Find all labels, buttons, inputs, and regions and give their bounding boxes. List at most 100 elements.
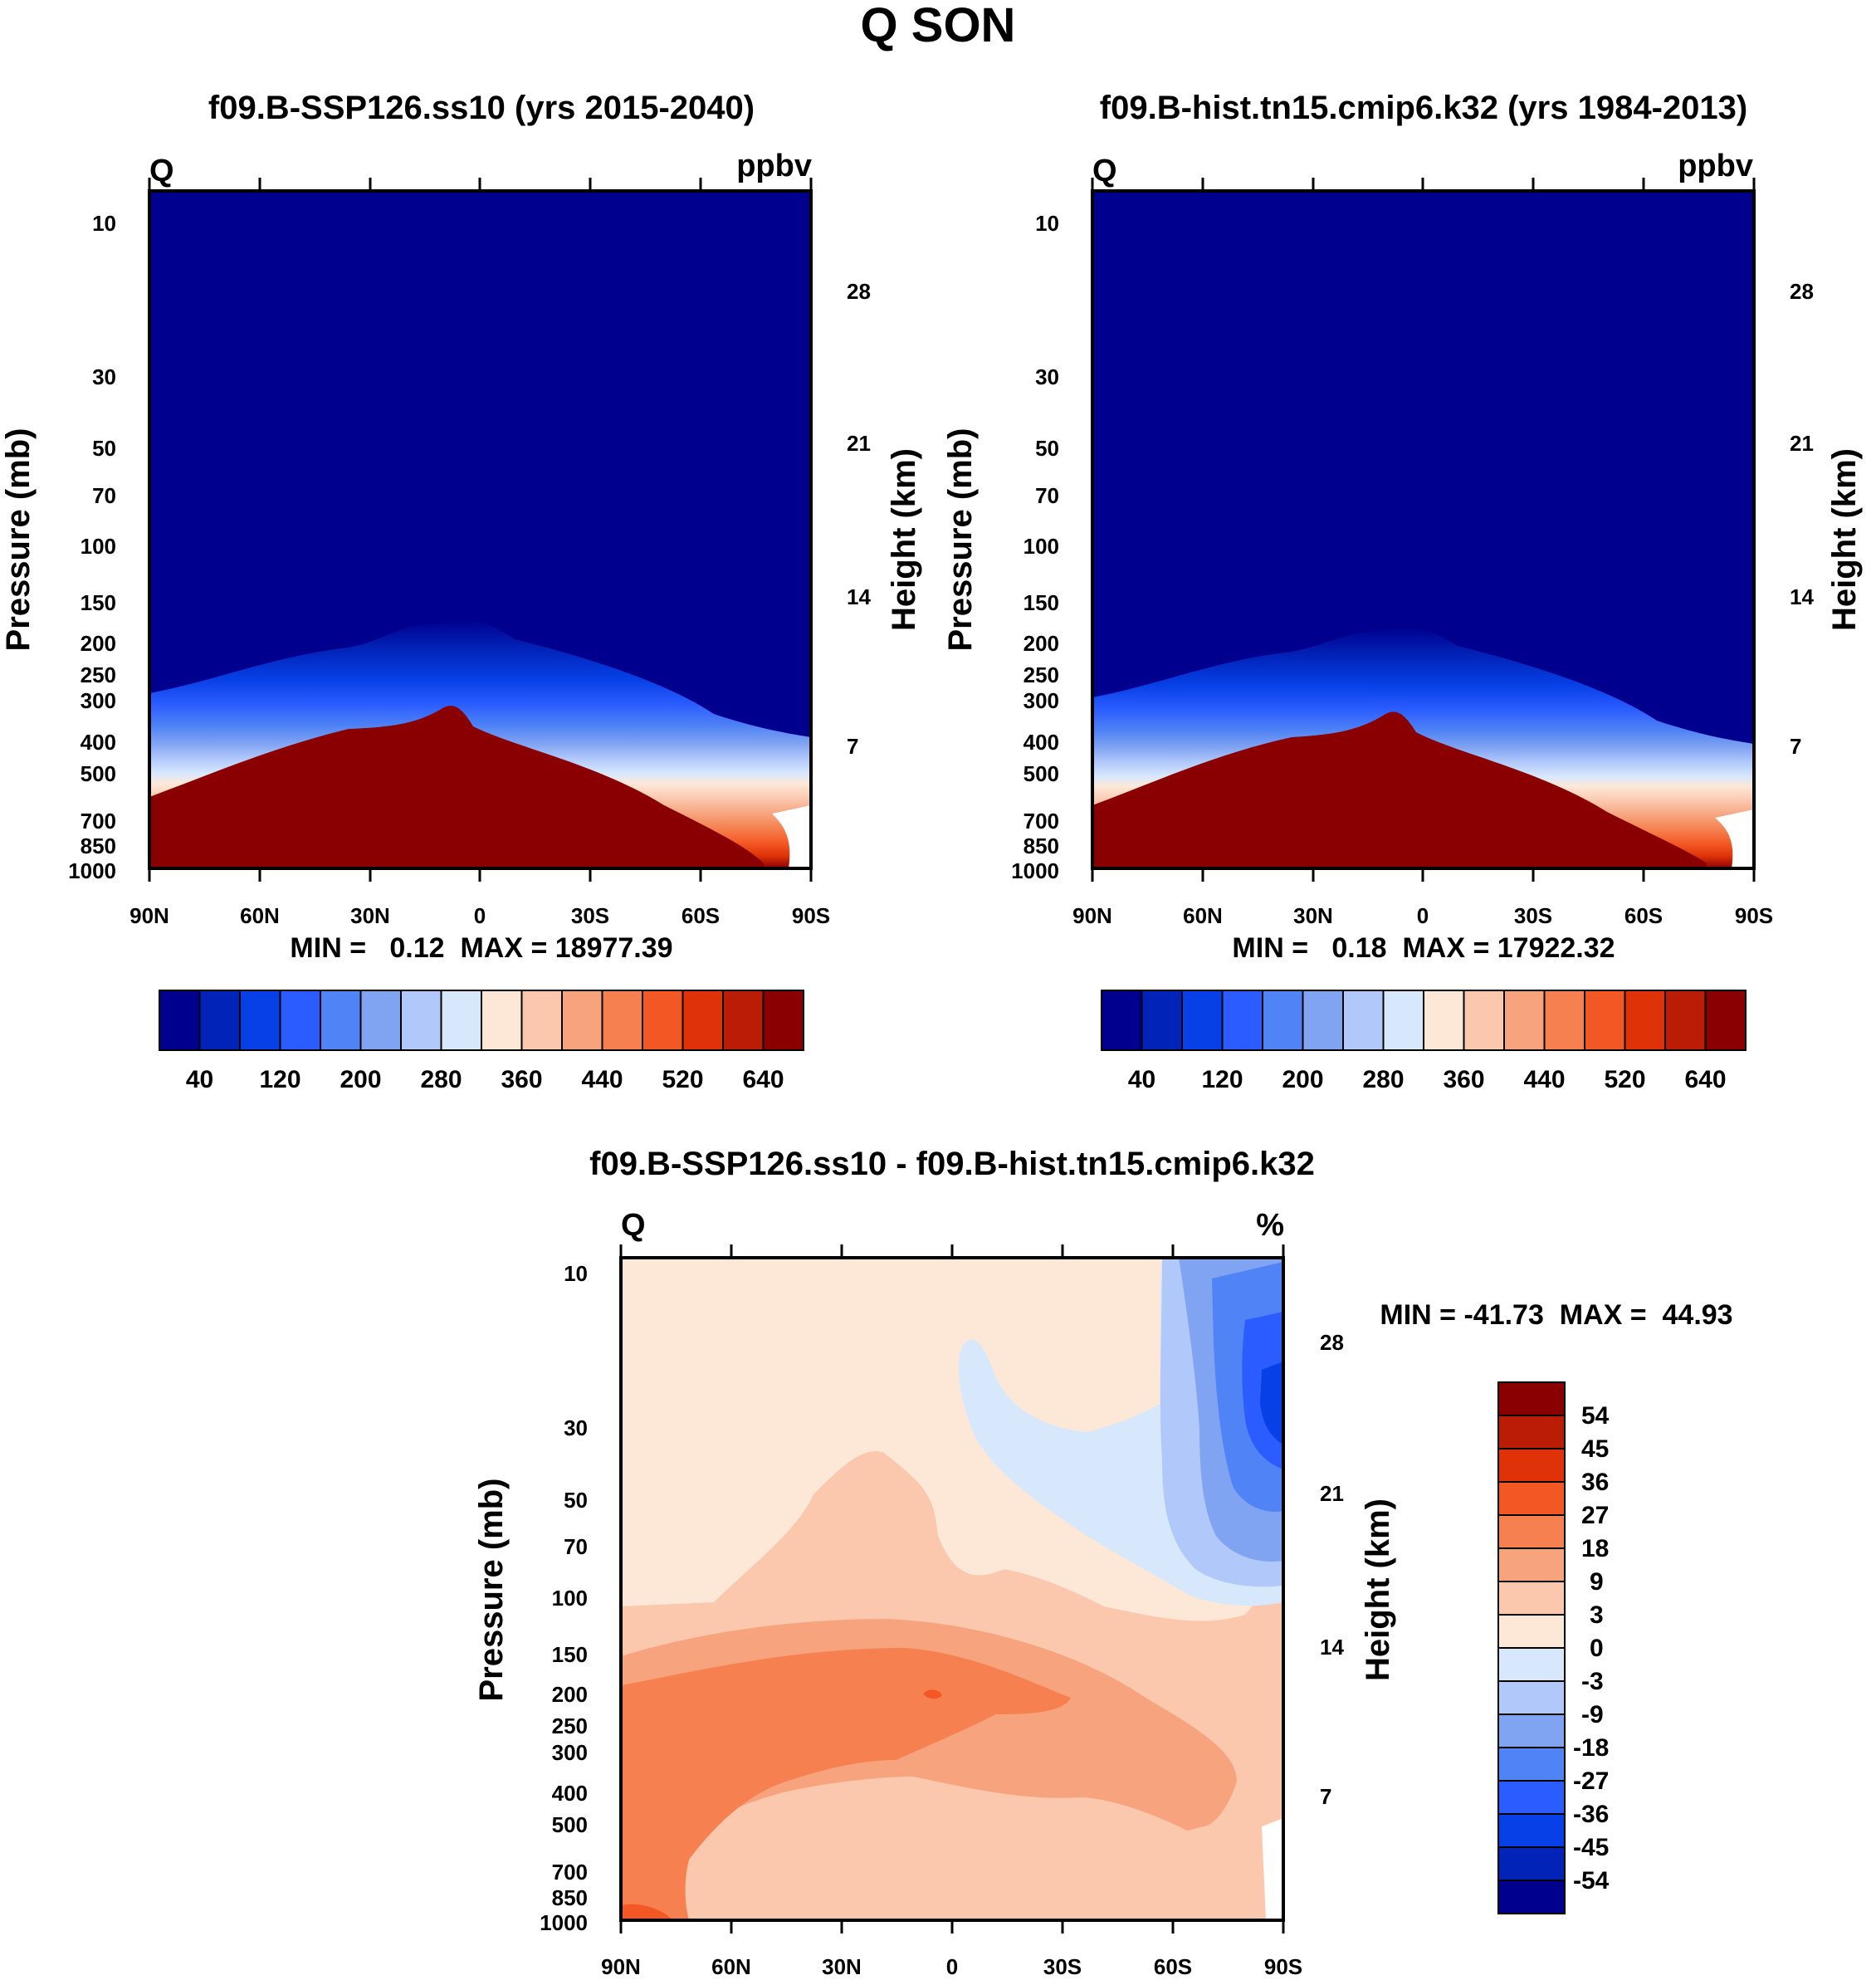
colorbar-label: 280 [420, 1066, 462, 1093]
colorbar-label: -54 [1573, 1867, 1610, 1894]
xtick-label: 60N [240, 903, 280, 928]
colorbar-label: 3 [1590, 1601, 1604, 1629]
panel-diff-x-tick-labels: 90N 60N 30N 0 30S 60S 90S [601, 1954, 1302, 1979]
xtick-label: 90N [601, 1954, 641, 1979]
panel-right-bottom-ticks [1091, 868, 1756, 882]
ytick-label: 30 [1035, 364, 1059, 389]
ytick-label: 850 [552, 1885, 588, 1910]
colorbar-label: -27 [1573, 1767, 1609, 1795]
y2tick-label: 28 [1790, 279, 1814, 304]
ytick-label: 100 [1023, 534, 1059, 559]
xtick-label: 30N [1293, 903, 1333, 928]
panel-left-var-label: Q [149, 154, 174, 188]
y2tick-label: 21 [1790, 431, 1814, 456]
colorbar-label: 520 [1604, 1066, 1645, 1093]
xtick-label: 30N [822, 1954, 862, 1979]
colorbar-label: 120 [259, 1066, 300, 1093]
ytick-label: 250 [552, 1714, 588, 1738]
ytick-label: 300 [552, 1740, 588, 1765]
panel-diff-colorbar [1497, 1381, 1566, 1914]
panel-right: f09.B-hist.tn15.cmip6.k32 (yrs 1984-2013… [942, 90, 1863, 1093]
panel-left-y2label: Height (km) [886, 448, 922, 631]
panel-left-y2-tick-labels: 28 21 14 7 [847, 279, 871, 759]
colorbar-label: -3 [1581, 1668, 1604, 1695]
colorbar-label: 18 [1581, 1535, 1609, 1562]
panel-left-minmax: MIN = 0.12 MAX = 18977.39 [290, 932, 672, 964]
ytick-label: 700 [81, 809, 116, 834]
y2tick-label: 7 [847, 734, 858, 759]
panel-right-var-label: Q [1092, 154, 1117, 188]
ytick-label: 400 [1023, 730, 1059, 755]
ytick-label: 850 [81, 834, 116, 858]
panel-left: f09.B-SSP126.ss10 (yrs 2015-2040) Q ppbv… [0, 90, 922, 1093]
panel-diff-minmax: MIN = -41.73 MAX = 44.93 [1380, 1299, 1732, 1331]
xtick-label: 30S [1043, 1954, 1082, 1979]
xtick-label: 90N [1072, 903, 1112, 928]
ytick-label: 250 [81, 662, 116, 687]
xtick-label: 60N [711, 1954, 751, 1979]
panel-diff-ylabel: Pressure (mb) [473, 1479, 510, 1702]
colorbar-label: 440 [581, 1066, 623, 1093]
colorbar-label: 200 [340, 1066, 381, 1093]
colorbar-label: -9 [1581, 1701, 1604, 1728]
ytick-label: 400 [81, 730, 116, 755]
y2tick-label: 7 [1790, 734, 1801, 759]
ytick-label: 250 [1023, 662, 1059, 687]
panel-right-y2-tick-labels: 28 21 14 7 [1790, 279, 1814, 759]
colorbar-label: 280 [1362, 1066, 1404, 1093]
colorbar-label: 640 [1684, 1066, 1726, 1093]
panel-right-colorbar [1101, 990, 1747, 1051]
panel-right-y-tick-labels: 10 30 50 70 100 150 200 250 300 400 500 … [1011, 211, 1059, 883]
xtick-label: 30N [350, 903, 390, 928]
colorbar-label: -36 [1573, 1801, 1609, 1828]
colorbar-label: 40 [1128, 1066, 1155, 1093]
colorbar-label: 27 [1581, 1502, 1609, 1529]
ytick-label: 150 [552, 1642, 588, 1667]
panel-diff-top-ticks [619, 1244, 1285, 1258]
xtick-label: 60S [1154, 1954, 1192, 1979]
panel-right-y2label: Height (km) [1826, 448, 1863, 631]
ytick-label: 700 [1023, 809, 1059, 834]
ytick-label: 30 [564, 1415, 588, 1440]
y2tick-label: 14 [1320, 1635, 1344, 1660]
y2tick-label: 21 [1320, 1481, 1344, 1506]
colorbar-label: 120 [1201, 1066, 1243, 1093]
panel-left-unit-label: ppbv [736, 149, 812, 183]
xtick-label: 90S [1735, 903, 1773, 928]
y2tick-label: 14 [847, 584, 871, 609]
ytick-label: 70 [564, 1534, 588, 1559]
ytick-label: 150 [1023, 590, 1059, 615]
ytick-label: 10 [1035, 211, 1059, 236]
ytick-label: 850 [1023, 834, 1059, 858]
panel-left-colorbar-labels: 40 120 200 280 360 440 520 640 [186, 1066, 784, 1093]
ytick-label: 10 [564, 1261, 588, 1286]
panel-right-unit-label: ppbv [1678, 149, 1753, 183]
diff-region-minus36-to-minus45 [1260, 1362, 1283, 1445]
panel-right-southpole-gap [1715, 809, 1754, 868]
panel-right-ylabel: Pressure (mb) [942, 428, 979, 652]
xtick-label: 60S [1624, 903, 1663, 928]
diff-region-18-to-27 [621, 1648, 1071, 1920]
panel-left-x-tick-labels: 90N 60N 30N 0 30S 60S 90S [129, 903, 830, 928]
xtick-label: 0 [946, 1954, 958, 1979]
ytick-label: 200 [552, 1682, 588, 1707]
colorbar-label: 640 [742, 1066, 784, 1093]
panel-right-top-ticks [1091, 178, 1756, 191]
colorbar-label: 36 [1581, 1469, 1609, 1496]
xtick-label: 90S [1264, 1954, 1302, 1979]
ytick-label: 300 [81, 688, 116, 713]
xtick-label: 90N [129, 903, 169, 928]
colorbar-label: 520 [662, 1066, 703, 1093]
panel-left-y-tick-labels: 10 30 50 70 100 150 200 250 300 400 500 … [68, 211, 116, 883]
y2tick-label: 21 [847, 431, 871, 456]
panel-diff-y2-tick-labels: 28 21 14 7 [1320, 1330, 1344, 1809]
ytick-label: 50 [92, 436, 116, 461]
ytick-label: 500 [81, 761, 116, 786]
colorbar-label: -18 [1573, 1734, 1609, 1762]
xtick-label: 60N [1183, 903, 1223, 928]
xtick-label: 0 [474, 903, 486, 928]
y2tick-label: 7 [1320, 1784, 1331, 1809]
panel-left-field [149, 191, 811, 868]
ytick-label: 1000 [68, 858, 116, 883]
panel-right-colorbar-labels: 40 120 200 280 360 440 520 640 [1128, 1066, 1727, 1093]
